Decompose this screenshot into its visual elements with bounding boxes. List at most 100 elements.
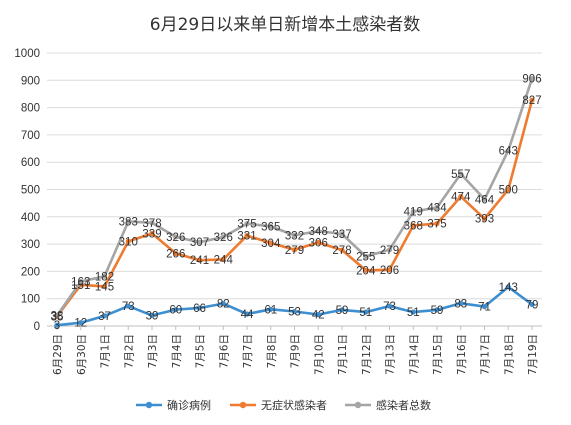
gridlines xyxy=(47,52,542,327)
y-tick-label: 900 xyxy=(21,75,40,87)
data-point xyxy=(173,234,179,240)
data-label: 42 xyxy=(312,310,325,322)
data-point xyxy=(363,309,369,315)
data-point xyxy=(505,186,511,193)
x-tick-label: 7月14日 xyxy=(408,334,420,375)
x-tick-label: 7月11日 xyxy=(337,334,349,375)
data-point xyxy=(196,257,203,263)
data-label: 375 xyxy=(237,219,256,231)
data-label: 3 xyxy=(54,320,60,332)
data-label: 643 xyxy=(499,145,518,157)
data-point xyxy=(410,309,416,315)
data-point xyxy=(458,171,464,177)
data-point xyxy=(339,307,345,313)
x-tick-label: 7月15日 xyxy=(432,334,444,375)
data-point xyxy=(78,320,84,326)
y-tick-label: 200 xyxy=(21,266,40,278)
data-point xyxy=(315,228,321,234)
legend-label: 无症状感染者 xyxy=(261,398,327,412)
legend-marker xyxy=(354,401,362,409)
x-tick-label: 7月5日 xyxy=(195,334,207,368)
data-point xyxy=(220,234,226,240)
data-label: 73 xyxy=(383,301,396,313)
x-tick-label: 7月2日 xyxy=(123,334,135,368)
data-label: 35 xyxy=(51,311,64,323)
data-point xyxy=(410,222,416,229)
data-point xyxy=(101,313,108,319)
x-tick-label: 6月29日 xyxy=(52,334,64,375)
data-point xyxy=(125,238,131,244)
data-label: 37 xyxy=(98,311,111,323)
y-tick-label: 600 xyxy=(21,157,40,169)
x-tick-label: 7月7日 xyxy=(242,334,254,368)
data-point xyxy=(101,273,108,279)
series-line-1 xyxy=(55,98,534,318)
data-label: 204 xyxy=(356,265,376,277)
data-point xyxy=(315,239,321,246)
data-label: 53 xyxy=(288,307,301,319)
data-label: 557 xyxy=(451,169,470,181)
data-point xyxy=(149,230,155,237)
data-label: 378 xyxy=(142,218,161,230)
data-point xyxy=(363,267,369,273)
y-tick-label: 800 xyxy=(21,103,40,115)
data-label: 827 xyxy=(522,95,541,107)
data-label: 266 xyxy=(166,248,185,260)
data-label: 59 xyxy=(431,305,444,317)
data-point xyxy=(434,307,440,313)
data-label: 51 xyxy=(359,307,372,319)
data-label: 71 xyxy=(478,302,491,314)
legend-marker xyxy=(145,401,153,409)
data-label: 500 xyxy=(499,185,518,197)
data-point xyxy=(196,239,203,245)
data-point xyxy=(505,284,511,290)
data-point xyxy=(339,231,345,237)
data-label: 306 xyxy=(309,237,328,249)
y-tick-label: 700 xyxy=(21,130,40,142)
data-label: 326 xyxy=(166,232,185,244)
x-tick-label: 7月19日 xyxy=(527,334,539,375)
data-label: 368 xyxy=(404,221,423,233)
data-point xyxy=(458,300,464,306)
y-tick-label: 100 xyxy=(21,294,40,306)
data-point xyxy=(386,247,393,253)
data-label: 73 xyxy=(122,301,135,313)
data-label: 12 xyxy=(74,318,87,330)
x-tick-label: 7月12日 xyxy=(361,334,373,375)
data-point xyxy=(101,283,108,290)
data-label: 61 xyxy=(264,304,277,316)
legend: 确诊病例 无症状感染者 感染者总数 xyxy=(136,398,431,412)
chart-title: 6月29日以来单日新增本土感染者数 xyxy=(150,15,420,35)
data-point xyxy=(529,76,535,82)
data-point xyxy=(315,311,321,318)
series-lines xyxy=(54,76,535,328)
data-label: 241 xyxy=(190,255,209,267)
x-tick-label: 7月6日 xyxy=(218,334,230,368)
data-label: 304 xyxy=(261,238,281,250)
x-tick-label: 7月13日 xyxy=(385,334,397,375)
data-label: 66 xyxy=(193,303,206,315)
data-label: 434 xyxy=(427,203,447,215)
data-label: 383 xyxy=(119,216,138,228)
data-label: 279 xyxy=(380,245,399,257)
data-point xyxy=(386,267,393,273)
data-label: 143 xyxy=(499,282,518,294)
data-label: 151 xyxy=(71,280,90,292)
data-label: 375 xyxy=(427,219,446,231)
data-label: 83 xyxy=(454,298,467,310)
data-point xyxy=(220,301,226,307)
data-label: 906 xyxy=(522,74,541,86)
data-point xyxy=(196,305,203,311)
data-label: 60 xyxy=(169,305,182,317)
data-point xyxy=(529,97,535,103)
data-label: 145 xyxy=(95,281,114,293)
data-point xyxy=(458,193,464,200)
data-label: 337 xyxy=(332,229,351,241)
data-point xyxy=(268,240,274,246)
x-tick-label: 6月30日 xyxy=(76,334,88,375)
y-tick-label: 500 xyxy=(21,185,40,197)
y-axis-ticks: 0 100 200 300 400 500 600 700 800 900 1000 xyxy=(14,48,40,333)
x-tick-label: 7月18日 xyxy=(503,334,515,375)
data-point xyxy=(291,232,298,238)
